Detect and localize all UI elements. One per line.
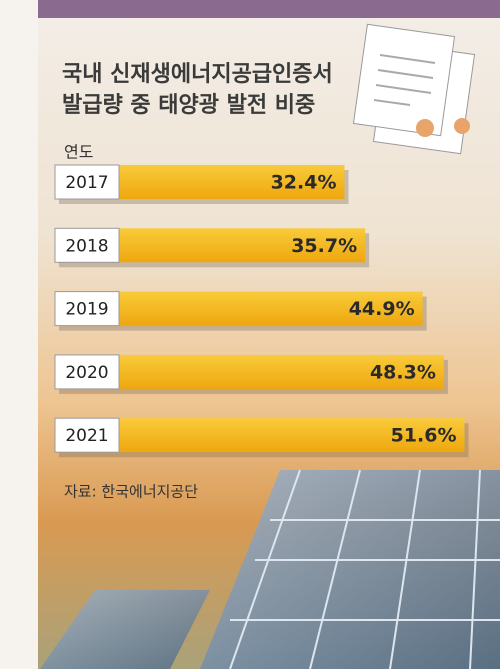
year-box <box>54 227 120 263</box>
category-label: 2018 <box>65 236 108 256</box>
certificate-icon <box>352 23 476 155</box>
left-margin <box>0 0 38 669</box>
year-box <box>54 291 120 327</box>
chart-title: 발급량 중 태양광 발전 비중 <box>62 93 315 118</box>
year-box <box>54 164 120 200</box>
value-label: 48.3% <box>370 361 436 383</box>
solar-panels <box>40 469 500 669</box>
value-label: 32.4% <box>271 172 337 194</box>
category-label: 2019 <box>65 300 108 320</box>
top-strip <box>38 0 500 18</box>
year-box <box>54 354 120 390</box>
category-label: 2017 <box>65 173 108 193</box>
value-label: 35.7% <box>291 235 357 257</box>
category-label: 2020 <box>65 363 108 383</box>
year-box <box>54 417 120 453</box>
chart-title: 국내 신재생에너지공급인증서 <box>62 62 333 87</box>
value-label: 51.6% <box>391 425 457 447</box>
bar <box>55 354 444 389</box>
bar <box>55 418 465 453</box>
value-label: 44.9% <box>349 298 415 320</box>
source: 자료: 한국에너지공단 <box>64 483 198 501</box>
category-label: 2021 <box>65 426 108 446</box>
axis-label: 연도 <box>64 143 93 162</box>
